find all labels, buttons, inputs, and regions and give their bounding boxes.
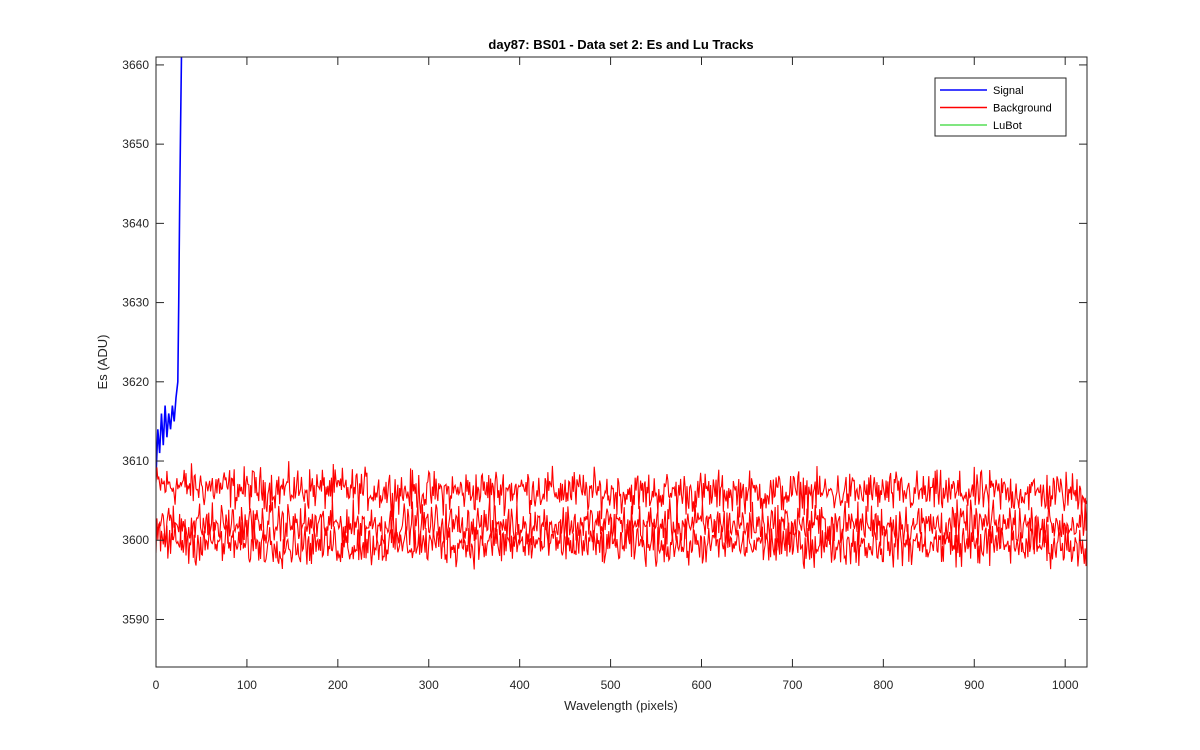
x-tick-label: 300	[419, 678, 439, 692]
y-tick-label: 3600	[122, 533, 149, 547]
x-tick-label: 900	[964, 678, 984, 692]
x-tick-label: 500	[601, 678, 621, 692]
y-tick-label: 3660	[122, 58, 149, 72]
y-tick-label: 3610	[122, 454, 149, 468]
y-tick-label: 3650	[122, 137, 149, 151]
plot-content	[156, 57, 1087, 570]
legend: Signal Background LuBot	[934, 77, 1067, 137]
chart-title: day87: BS01 - Data set 2: Es and Lu Trac…	[488, 37, 753, 52]
y-tick-label: 3590	[122, 612, 149, 626]
plot-frame	[155, 56, 1088, 668]
x-tick-label: 400	[510, 678, 530, 692]
y-tick-label: 3630	[122, 296, 149, 310]
x-tick-label: 200	[328, 678, 348, 692]
legend-label-lubot: LuBot	[993, 120, 1022, 132]
x-tick-label: 700	[782, 678, 802, 692]
x-tick-label: 100	[237, 678, 257, 692]
x-tick-label: 0	[153, 678, 160, 692]
legend-label-signal: Signal	[993, 85, 1024, 97]
series-line-signal	[156, 57, 183, 477]
y-tick-label: 3640	[122, 216, 149, 230]
axis-ticks: 0 100 200 300 400 500 600 700 800 900 1000 3590 3600…	[122, 57, 1087, 692]
x-axis-label: Wavelength (pixels)	[564, 698, 678, 713]
series-line-background	[156, 461, 1087, 521]
legend-box	[934, 77, 1067, 137]
y-axis-label: Es (ADU)	[95, 335, 110, 390]
series-line-trace-2	[156, 498, 1087, 551]
x-tick-label: 600	[691, 678, 711, 692]
series-line-trace-3	[156, 517, 1087, 570]
y-tick-label: 3620	[122, 375, 149, 389]
x-tick-label: 1000	[1052, 678, 1079, 692]
x-tick-label: 800	[873, 678, 893, 692]
legend-label-background: Background	[993, 103, 1052, 115]
